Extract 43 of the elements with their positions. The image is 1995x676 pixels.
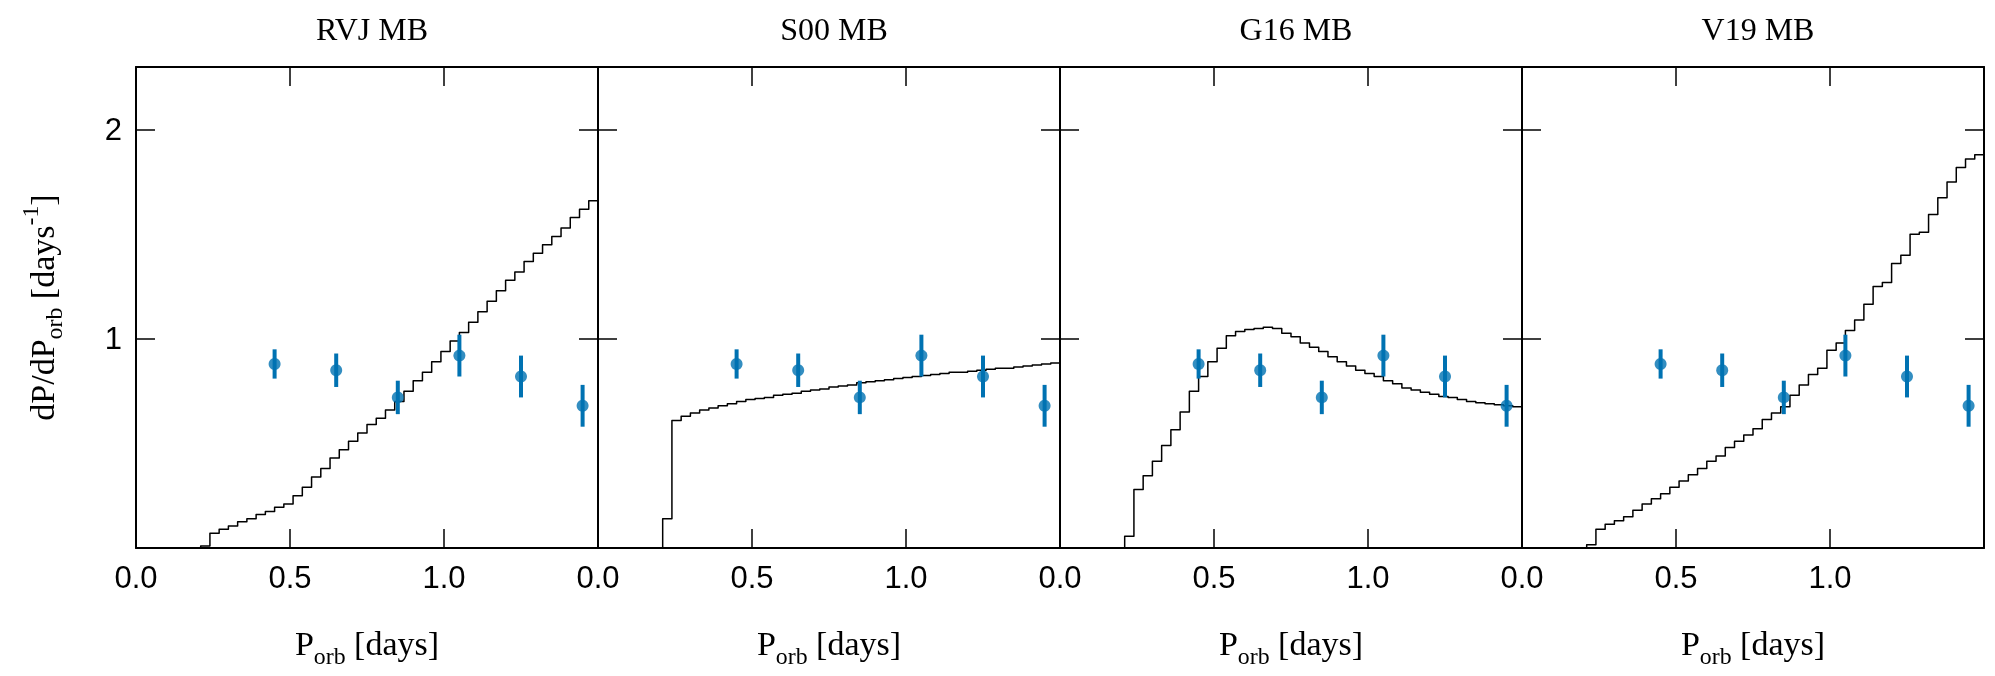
x-tick-label: 0.0 <box>1038 560 1082 595</box>
x-tick-label: 0.0 <box>114 560 158 595</box>
point <box>1439 370 1451 383</box>
point <box>1192 357 1205 370</box>
x-tick-label: 0.5 <box>268 560 312 595</box>
y-tick-label: 2 <box>104 112 122 148</box>
point <box>1377 349 1390 362</box>
point <box>1716 364 1729 377</box>
point <box>1315 391 1328 404</box>
point <box>1777 391 1790 404</box>
chart-title: RVJ MB <box>315 11 429 47</box>
point <box>1962 399 1975 412</box>
chart-title: V19 MB <box>1701 11 1815 47</box>
point <box>453 349 466 362</box>
x-tick-label: 0.5 <box>1654 560 1698 595</box>
point <box>730 357 743 370</box>
point <box>1654 357 1667 370</box>
chart-title: S00 MB <box>780 11 888 47</box>
x-tick-label: 1.0 <box>1808 560 1852 595</box>
x-tick-label: 0.0 <box>576 560 620 595</box>
x-tick-label: 0.5 <box>1192 560 1236 595</box>
point <box>330 364 343 377</box>
y-tick-label: 1 <box>104 321 122 357</box>
point <box>268 357 281 370</box>
chart-title: G16 MB <box>1239 11 1353 47</box>
x-tick-label: 1.0 <box>1346 560 1390 595</box>
point <box>792 364 805 377</box>
point <box>977 370 989 383</box>
point <box>915 349 928 362</box>
point <box>1901 370 1913 383</box>
point <box>853 391 866 404</box>
x-tick-label: 0.5 <box>730 560 774 595</box>
x-tick-label: 1.0 <box>884 560 928 595</box>
point <box>1839 349 1852 362</box>
point <box>515 370 527 383</box>
x-tick-label: 0.0 <box>1500 560 1544 595</box>
x-tick-label: 1.0 <box>422 560 466 595</box>
point <box>1500 399 1513 412</box>
point <box>391 391 404 404</box>
point <box>1038 399 1051 412</box>
y-axis-title: dP/dPorb [days-1] <box>17 194 67 421</box>
point <box>1254 364 1267 377</box>
point <box>576 399 589 412</box>
